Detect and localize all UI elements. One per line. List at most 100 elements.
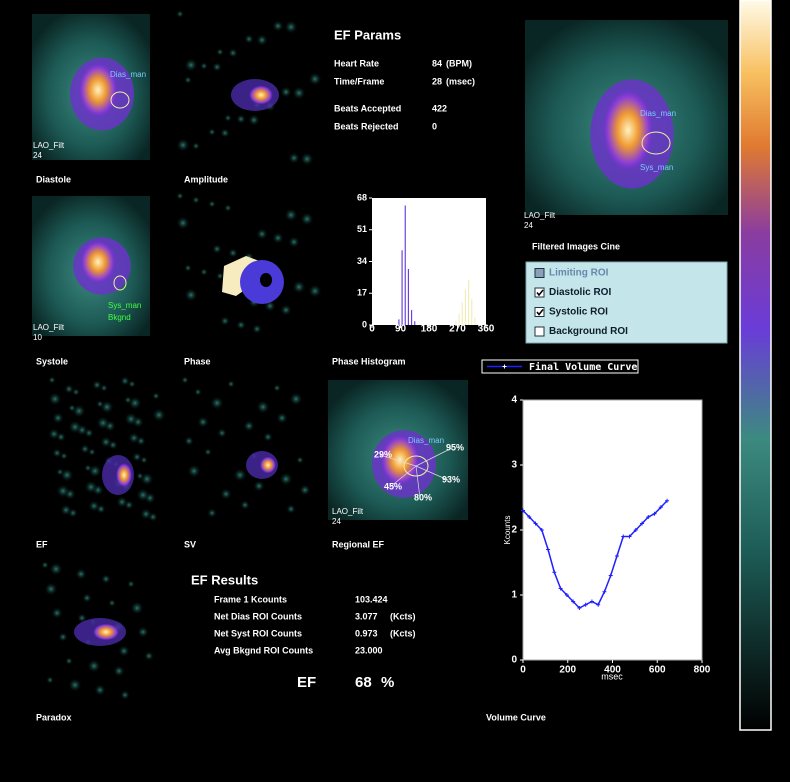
scan-speckle xyxy=(84,480,98,494)
x-tick-label: 360 xyxy=(478,324,495,335)
scan-speckle xyxy=(128,380,136,388)
segment-label: 29% xyxy=(374,449,392,459)
x-tick-label: 90 xyxy=(395,324,407,335)
x-tick-label: 600 xyxy=(649,665,666,676)
scan-speckle xyxy=(263,432,273,442)
x-axis-label: msec xyxy=(601,671,623,681)
point-marker xyxy=(602,589,607,594)
scan-speckle xyxy=(92,380,102,390)
checkbox[interactable] xyxy=(534,307,545,317)
scan-speckle xyxy=(272,20,284,32)
y-tick-label: 34 xyxy=(357,256,367,266)
point-marker xyxy=(652,511,657,516)
scan-speckle xyxy=(273,384,281,392)
scan-speckle xyxy=(243,420,255,432)
checkbox[interactable] xyxy=(534,326,545,337)
segment-label: 95% xyxy=(446,442,464,452)
scan-speckle xyxy=(184,76,192,84)
scan-speckle xyxy=(240,500,250,510)
scan-speckle xyxy=(208,200,216,208)
result-label: Frame 1 Kcounts xyxy=(214,594,287,604)
scan-speckle xyxy=(224,114,232,122)
param-label: Time/Frame xyxy=(334,76,384,86)
scan-speckle xyxy=(308,284,322,298)
scan-speckle xyxy=(68,420,82,434)
x-tick-label: 180 xyxy=(421,324,438,335)
scan-speckle xyxy=(120,690,130,700)
x-tick-label: 0 xyxy=(369,324,375,335)
segment-ray xyxy=(415,465,421,499)
scan-speckle xyxy=(41,561,49,569)
point-marker xyxy=(552,570,557,575)
param-value: 84 xyxy=(432,58,442,68)
scan-speckle xyxy=(192,142,200,150)
roi-label: Dias_man xyxy=(640,109,676,118)
scan-speckle xyxy=(136,488,150,502)
ef-results-title: EF Results xyxy=(191,572,258,587)
scan-hot xyxy=(380,434,420,486)
scan-speckle xyxy=(284,208,298,222)
scan-image xyxy=(176,10,322,166)
scan-speckle xyxy=(272,232,284,244)
checkbox-label[interactable]: Background ROI xyxy=(549,326,628,337)
scan-speckle xyxy=(292,86,306,100)
scan-speckle xyxy=(187,464,201,478)
roi-outline xyxy=(403,455,429,477)
scan-speckle xyxy=(88,448,96,456)
scan-speckle xyxy=(52,448,62,458)
scan-speckle xyxy=(100,436,112,448)
y-tick-label: 68 xyxy=(357,192,367,202)
scan-speckle xyxy=(253,480,265,492)
scan-speckle xyxy=(137,626,149,638)
image-caption: Phase xyxy=(184,356,211,366)
histogram-bar xyxy=(407,268,409,325)
scan-hot xyxy=(260,456,276,474)
plot-area xyxy=(522,399,703,661)
point-marker xyxy=(614,554,619,558)
roi-outline xyxy=(110,91,130,109)
scan-speckle xyxy=(144,651,154,661)
point-marker xyxy=(539,528,544,532)
point-marker xyxy=(621,534,626,539)
frame-label: 24 xyxy=(33,151,42,160)
scan-speckle xyxy=(256,34,268,46)
histogram-bar xyxy=(414,321,416,325)
checkbox-label[interactable]: Diastolic ROI xyxy=(549,287,611,298)
scan-speckle xyxy=(181,376,189,384)
scan-speckle xyxy=(212,244,222,254)
point-marker xyxy=(665,498,670,503)
scan-image xyxy=(525,20,728,215)
param-label: Beats Accepted xyxy=(334,103,401,113)
view-label: LAO_Filt xyxy=(332,507,364,516)
result-value: 23.000 xyxy=(355,645,383,655)
result-label: Avg Bkgnd ROI Counts xyxy=(214,645,313,655)
scan-speckle xyxy=(140,508,152,520)
scan-speckle xyxy=(120,376,130,386)
scan-speckle xyxy=(176,216,190,230)
scan-speckle xyxy=(88,500,100,512)
scan-speckle xyxy=(299,484,311,496)
scan-image: 29% 95% 93% 45% 80% xyxy=(328,380,468,520)
point-marker xyxy=(583,602,588,607)
y-tick-label: 2 xyxy=(511,525,517,536)
scan-speckle xyxy=(236,320,246,330)
scan-speckle xyxy=(220,488,232,500)
y-tick-label: 0 xyxy=(511,655,517,666)
frame-label: 24 xyxy=(332,517,341,526)
scan-speckle xyxy=(248,114,260,126)
scan-speckle xyxy=(224,204,232,212)
result-value: 103.424 xyxy=(355,594,388,604)
scan-speckle xyxy=(48,376,56,384)
checkbox-label[interactable]: Systolic ROI xyxy=(549,307,608,318)
checkbox[interactable] xyxy=(534,287,545,298)
point-marker xyxy=(658,505,663,510)
scan-speckle xyxy=(152,392,160,400)
scan-speckle xyxy=(56,468,64,476)
view-label: LAO_Filt xyxy=(33,323,65,332)
scan-speckle xyxy=(176,138,190,152)
frame-label: 10 xyxy=(33,333,42,342)
scan-speckle xyxy=(127,580,135,588)
segment-ray xyxy=(415,465,449,481)
scan-speckle xyxy=(96,400,104,408)
